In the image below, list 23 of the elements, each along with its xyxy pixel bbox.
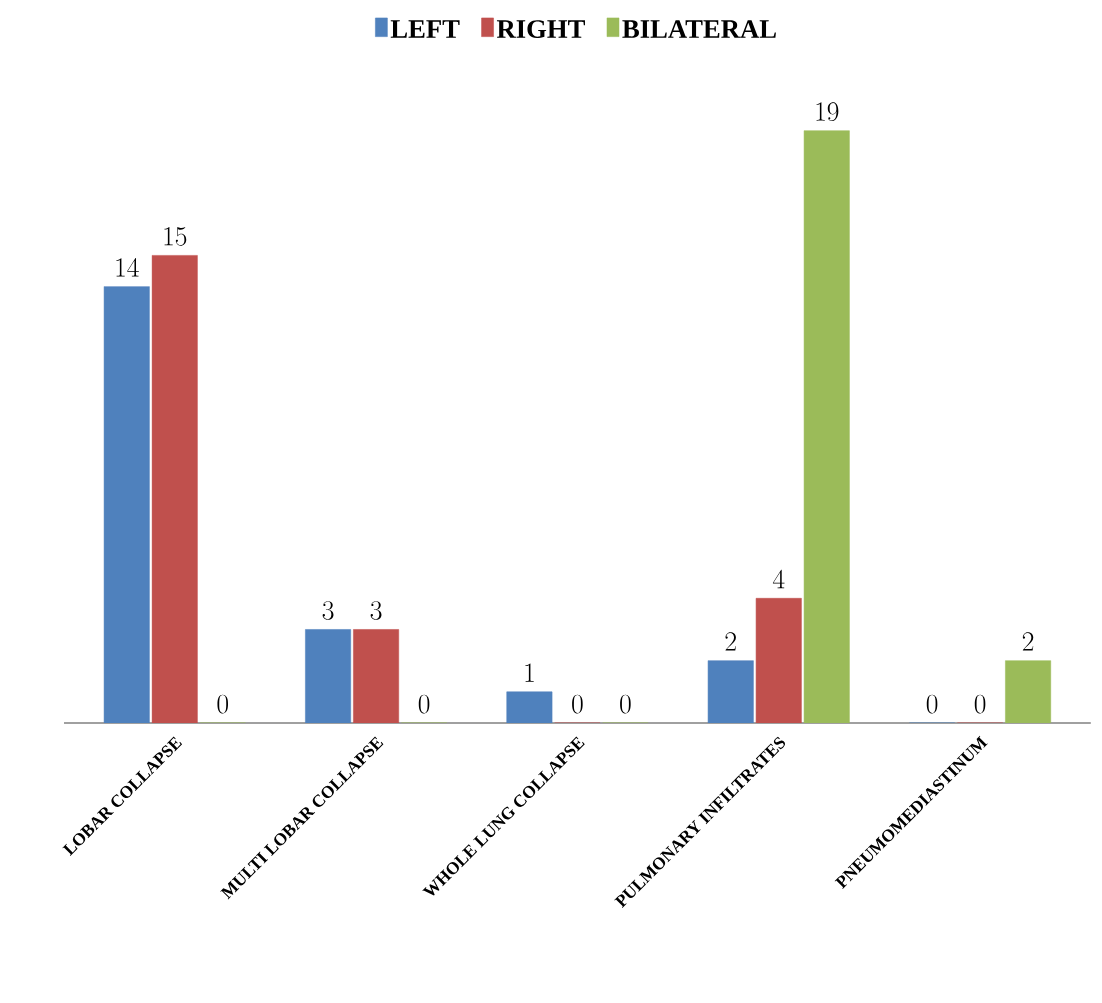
legend-label: RIGHT <box>496 20 585 39</box>
data-label: 1 <box>525 663 534 682</box>
bar <box>1005 660 1052 723</box>
data-label: 14 <box>116 258 139 277</box>
data-label: 2 <box>1022 632 1034 651</box>
bar <box>151 255 198 723</box>
bar <box>803 130 850 723</box>
bar <box>353 629 400 723</box>
bar <box>755 598 802 723</box>
data-label: 0 <box>620 694 631 714</box>
data-label: 3 <box>322 601 334 620</box>
data-label: 4 <box>772 569 785 589</box>
data-label: 0 <box>926 694 938 714</box>
data-label: 15 <box>164 227 187 246</box>
data-label: 0 <box>974 694 986 714</box>
data-label: 0 <box>217 694 228 714</box>
legend-label: BILATERAL <box>622 20 776 38</box>
legend-label: LEFT <box>390 20 460 38</box>
data-label: 2 <box>725 632 736 651</box>
data-label: 3 <box>370 601 382 620</box>
data-label: 0 <box>572 694 583 714</box>
data-label: 19 <box>816 102 839 122</box>
data-label: 0 <box>418 694 430 714</box>
